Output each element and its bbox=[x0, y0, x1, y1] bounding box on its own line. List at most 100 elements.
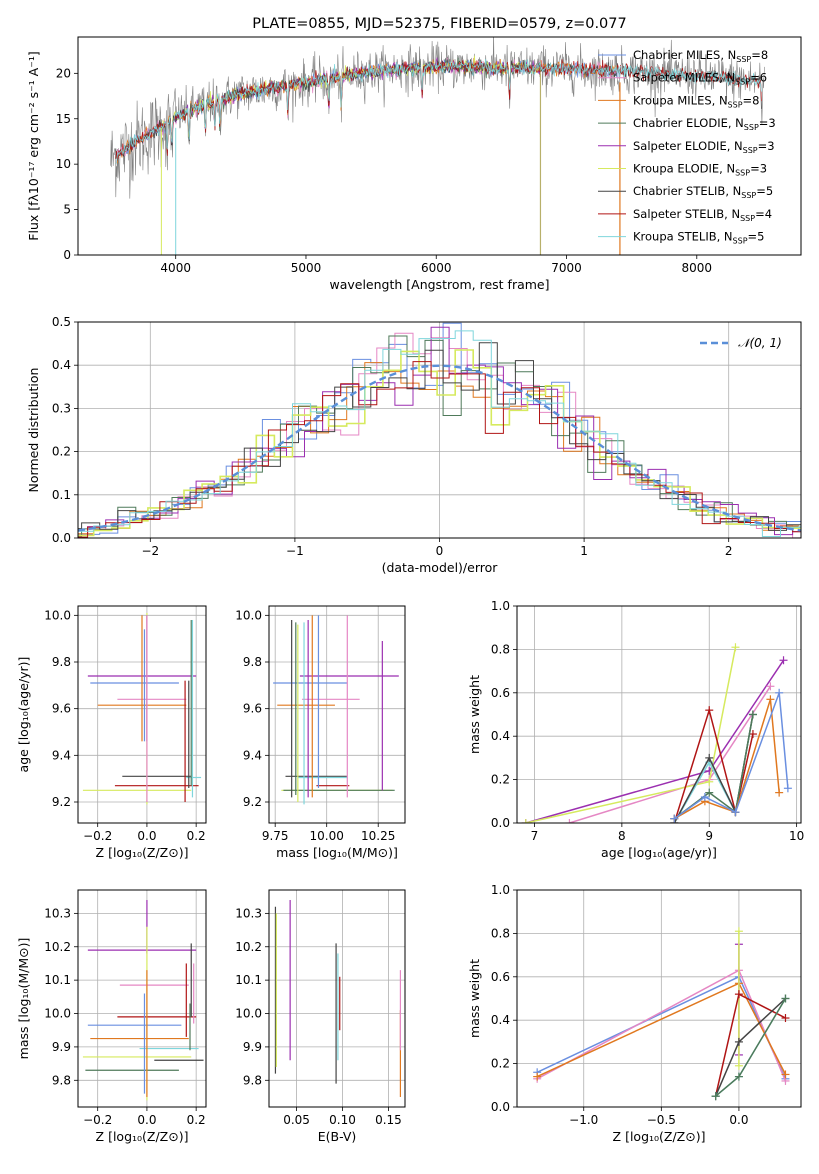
x-tick-label: 10.25 bbox=[361, 829, 395, 843]
legend-text: =3 bbox=[758, 139, 775, 153]
x-tick-label: −1.0 bbox=[569, 1113, 598, 1127]
legend-label: Kroupa STELIB, NSSP=5 bbox=[633, 230, 764, 246]
histogram-chabrier-miles bbox=[64, 323, 819, 534]
x-axis-label: mass [log₁₀(M/M⊙)] bbox=[276, 845, 398, 860]
legend-text: =3 bbox=[750, 162, 767, 176]
x-axis-label: (data-model)/error bbox=[382, 560, 499, 575]
legend-text: Chabrier ELODIE, N bbox=[633, 116, 744, 130]
legend-text: =5 bbox=[756, 184, 773, 198]
legend-subscript: SSP bbox=[736, 55, 751, 64]
legend-text: =4 bbox=[755, 207, 772, 221]
plot-area bbox=[64, 323, 819, 538]
x-axis-label: E(B-V) bbox=[318, 1129, 357, 1144]
y-tick-label: 9.8 bbox=[52, 1073, 71, 1087]
y-tick-label: 9.9 bbox=[52, 1040, 71, 1054]
x-tick-label: 10.00 bbox=[310, 829, 344, 843]
legend-subscript: SSP bbox=[743, 146, 758, 155]
legend-subscript: SSP bbox=[740, 214, 755, 223]
y-axis-label: Flux [fλ10⁻¹⁷ erg cm⁻² s⁻¹ A⁻¹] bbox=[26, 51, 41, 240]
y-tick-label: 0.0 bbox=[52, 531, 71, 545]
x-tick-label: 0.0 bbox=[729, 1113, 748, 1127]
y-tick-label: 9.9 bbox=[243, 1040, 262, 1054]
y-tick-label: 1.0 bbox=[491, 883, 510, 897]
y-tick-label: 1.0 bbox=[491, 599, 510, 613]
x-tick-label: 8 bbox=[618, 829, 626, 843]
x-tick-label: 0.0 bbox=[137, 1113, 156, 1127]
x-axis-label: wavelength [Angstrom, rest frame] bbox=[329, 277, 549, 292]
y-tick-label: 9.4 bbox=[243, 748, 262, 762]
legend-subscript: SSP bbox=[735, 78, 750, 87]
legend-text: Kroupa STELIB, N bbox=[633, 230, 733, 244]
x-tick-label: −2 bbox=[141, 544, 159, 558]
y-tick-label: 0.6 bbox=[491, 686, 510, 700]
legend-label: Chabrier STELIB, NSSP=5 bbox=[633, 184, 773, 200]
y-tick-label: 10.0 bbox=[235, 1007, 262, 1021]
legend-label: Chabrier MILES, NSSP=8 bbox=[633, 48, 768, 64]
x-tick-label: −0.2 bbox=[83, 1113, 112, 1127]
legend-subscript: SSP bbox=[735, 169, 750, 178]
legend-text: =6 bbox=[750, 71, 767, 85]
y-tick-label: 0.8 bbox=[491, 926, 510, 940]
y-tick-label: 0.1 bbox=[52, 488, 71, 502]
legend-text: =8 bbox=[751, 48, 768, 62]
legend-subscript: SSP bbox=[733, 237, 748, 246]
x-tick-label: 9 bbox=[705, 829, 713, 843]
y-axis-label: Normed distribution bbox=[26, 368, 41, 493]
plot-area bbox=[275, 900, 400, 1097]
y-axis-label: mass weight bbox=[467, 675, 482, 754]
y-tick-label: 10.1 bbox=[235, 973, 262, 987]
y-tick-label: 9.8 bbox=[52, 655, 71, 669]
x-tick-label: 1 bbox=[580, 544, 588, 558]
y-tick-label: 10.1 bbox=[44, 973, 71, 987]
chart-title: PLATE=0855, MJD=52375, FIBERID=0579, z=0… bbox=[252, 16, 626, 32]
legend-text: Salpeter ELODIE, N bbox=[633, 139, 743, 153]
x-tick-label: 0 bbox=[436, 544, 444, 558]
y-tick-label: 9.8 bbox=[243, 655, 262, 669]
data-point-marker bbox=[705, 706, 713, 714]
plot-area bbox=[83, 900, 204, 1100]
x-axis-label: age [log₁₀(age/yr)] bbox=[601, 845, 717, 860]
y-tick-label: 9.6 bbox=[243, 702, 262, 716]
plot-area bbox=[273, 615, 399, 804]
data-point-marker bbox=[735, 1062, 743, 1070]
y-tick-label: 10.2 bbox=[235, 940, 262, 954]
legend-text: Chabrier STELIB, N bbox=[633, 184, 741, 198]
legend-subscript: SSP bbox=[728, 100, 743, 109]
y-axis-label: age [log₁₀(age/yr)] bbox=[16, 657, 31, 773]
data-point-marker bbox=[781, 1014, 789, 1022]
y-tick-label: 0.3 bbox=[52, 401, 71, 415]
x-tick-label: 0.10 bbox=[329, 1113, 356, 1127]
y-tick-label: 10.2 bbox=[44, 940, 71, 954]
x-tick-label: −0.5 bbox=[647, 1113, 676, 1127]
y-axis-label: mass [log₁₀(M/M⊙)] bbox=[16, 938, 31, 1060]
data-point-marker bbox=[775, 789, 783, 797]
x-tick-label: 7000 bbox=[551, 261, 582, 275]
y-tick-label: 10.3 bbox=[235, 906, 262, 920]
x-tick-label: −0.2 bbox=[83, 829, 112, 843]
x-tick-label: 6000 bbox=[421, 261, 452, 275]
y-tick-label: 0.4 bbox=[491, 729, 510, 743]
legend-text: Kroupa MILES, N bbox=[633, 93, 728, 107]
y-tick-label: 0.5 bbox=[52, 315, 71, 329]
data-point-marker bbox=[731, 643, 739, 651]
y-tick-label: 0.2 bbox=[491, 773, 510, 787]
x-tick-label: 0.15 bbox=[375, 1113, 402, 1127]
y-tick-label: 0.0 bbox=[491, 816, 510, 830]
y-tick-label: 9.2 bbox=[243, 795, 262, 809]
legend-text: Chabrier MILES, N bbox=[633, 48, 736, 62]
x-tick-label: 5000 bbox=[291, 261, 322, 275]
y-tick-label: 10.3 bbox=[44, 906, 71, 920]
y-tick-label: 9.2 bbox=[52, 795, 71, 809]
axes-frame bbox=[269, 890, 405, 1107]
y-tick-label: 0.6 bbox=[491, 970, 510, 984]
data-point-marker bbox=[775, 689, 783, 697]
y-tick-label: 0.2 bbox=[491, 1057, 510, 1071]
y-tick-label: 20 bbox=[56, 66, 71, 80]
